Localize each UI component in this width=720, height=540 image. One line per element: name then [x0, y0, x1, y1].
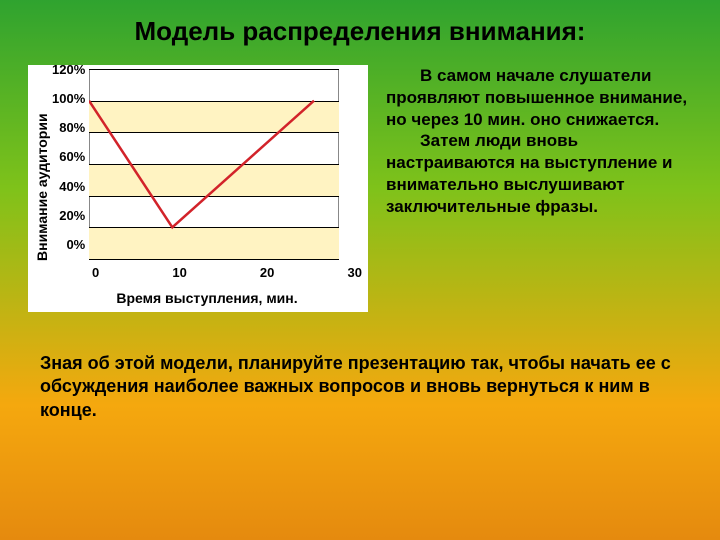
chart-xlabel: Время выступления, мин.	[52, 290, 362, 306]
description-text: В самом начале слушатели проявляют повыш…	[386, 65, 692, 312]
ytick-label: 20%	[52, 208, 85, 223]
ytick-label: 60%	[52, 149, 85, 164]
chart-ylabel: Внимание аудитории	[32, 69, 52, 306]
xtick-label: 0	[92, 265, 99, 280]
description-p2: Затем люди вновь настраиваются на выступ…	[386, 130, 692, 217]
chart-container: Внимание аудитории 120%100%80%60%40%20%0…	[28, 65, 368, 312]
ytick-label: 80%	[52, 120, 85, 135]
bottom-text: Зная об этой модели, планируйте презента…	[0, 312, 720, 422]
xtick-label: 10	[172, 265, 186, 280]
xtick-label: 30	[348, 265, 362, 280]
chart-line	[89, 69, 339, 259]
xtick-label: 20	[260, 265, 274, 280]
chart-yticks: 120% 100% 80% 60% 40% 20% 0%	[52, 62, 89, 252]
chart-xticks: 0 10 20 30	[92, 265, 362, 280]
ytick-label: 0%	[52, 237, 85, 252]
description-p1: В самом начале слушатели проявляют повыш…	[386, 65, 692, 130]
chart-plot-area	[89, 69, 339, 259]
ytick-label: 100%	[52, 91, 85, 106]
slide-title: Модель распределения внимания:	[0, 0, 720, 55]
ytick-label: 120%	[52, 62, 85, 77]
ytick-label: 40%	[52, 179, 85, 194]
